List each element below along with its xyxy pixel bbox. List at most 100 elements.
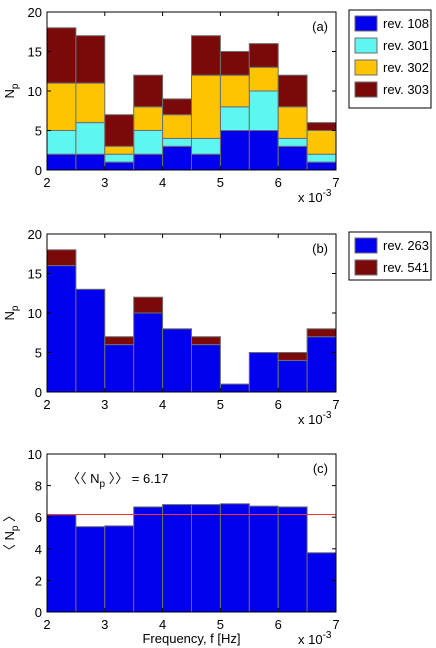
legend-swatch [354,37,378,54]
legend-swatch [354,15,378,32]
bar-1-2 [75,526,106,613]
legend-label: rev. 263 [383,238,429,253]
y-tick-label: 8 [35,479,42,494]
mean-annotation: 〈〈 Np 〉〉 = 6.17 [67,471,168,490]
bar-4-10 [306,122,337,131]
bar-4-6 [191,35,221,76]
y-axis-label: Np [2,305,21,320]
y-tick-label: 15 [28,45,42,60]
x-tick-label: 6 [275,617,282,632]
bar-4-2 [75,35,106,84]
bar-1-5 [162,328,193,393]
bar-3-8 [248,66,279,92]
bar-1-8 [248,352,279,393]
bar-1-2 [75,288,106,393]
x-scale-note: x 10-3 [298,410,332,427]
y-tick-label: 5 [35,124,42,139]
bar-2-10 [306,328,337,338]
bar-4-3 [104,114,135,147]
y-tick-label: 10 [28,84,42,99]
legend-label: rev. 108 [383,16,429,31]
bar-1-4 [133,506,164,613]
bar-2-9 [277,352,308,361]
legend-swatch [354,237,378,254]
x-tick-label: 3 [101,175,108,190]
y-tick-label: 0 [35,163,42,178]
x-tick-label: 7 [332,617,339,632]
y-tick-label: 10 [28,306,42,321]
legend-swatch [354,259,378,276]
legend-label: rev. 302 [383,60,429,75]
bar-1-4 [133,312,164,393]
y-tick-label: 0 [35,385,42,400]
bar-4-7 [219,51,250,76]
x-tick-label: 6 [275,175,282,190]
bar-1-2 [75,153,106,171]
bar-2-4 [133,296,164,314]
chart-panel-1: 0 5 10 15 20 2 3 4 5 6 7x 10-3 Np (a) rev. 108 rev. 30… [2,5,432,205]
bar-1-9 [277,359,308,393]
x-tick-label: 5 [217,175,224,190]
x-tick-label: 7 [332,175,339,190]
bar-4-4 [133,74,164,108]
bar-1-10 [306,336,337,393]
bar-1-6 [191,153,221,171]
legend-swatch [354,81,378,98]
bar-4-8 [248,43,279,68]
legend-label: rev. 303 [383,82,429,97]
bar-1-7 [219,503,250,613]
bar-1-8 [248,505,279,613]
bar-3-2 [75,82,106,124]
bar-1-6 [191,344,221,393]
bar-1-1 [46,153,77,171]
bar-1-3 [104,161,135,171]
bar-1-1 [46,265,77,393]
bar-2-3 [104,153,135,163]
x-tick-label: 2 [43,617,50,632]
bar-4-9 [277,74,308,108]
bar-3-9 [277,106,308,139]
bar-1-3 [104,344,135,393]
x-tick-label: 6 [275,397,282,412]
bar-1-5 [162,504,193,613]
bar-3-3 [104,145,135,155]
legend-label: rev. 541 [383,260,429,275]
bar-1-4 [133,153,164,171]
bar-1-10 [306,552,337,613]
legend-label: rev. 301 [383,38,429,53]
bar-1-5 [162,145,193,171]
y-tick-label: 15 [28,267,42,282]
x-tick-label: 2 [43,175,50,190]
bar-2-9 [277,137,308,147]
x-tick-label: 5 [217,397,224,412]
x-tick-label: 5 [217,617,224,632]
bar-1-6 [191,504,221,613]
x-tick-label: 4 [159,617,166,632]
y-tick-label: 4 [35,542,42,557]
x-tick-label: 3 [101,397,108,412]
bar-3-7 [219,74,250,108]
y-tick-label: 20 [28,227,42,242]
legend-swatch [354,59,378,76]
y-tick-label: 6 [35,510,42,525]
bar-1-7 [219,130,250,171]
y-tick-label: 10 [28,447,42,462]
y-axis-label: 〈 Np 〉 [2,509,21,557]
bar-2-10 [306,153,337,163]
x-tick-label: 2 [43,397,50,412]
panel-label: (c) [313,461,328,476]
bar-1-3 [104,525,135,613]
bar-2-4 [133,130,164,155]
bar-4-1 [46,27,77,84]
x-axis-label: Frequency, f [Hz] [142,631,240,646]
bar-2-1 [46,249,77,267]
y-tick-label: 20 [28,5,42,20]
bar-3-1 [46,82,77,131]
bar-2-1 [46,130,77,155]
bar-1-9 [277,145,308,171]
bar-2-8 [248,90,279,131]
bar-3-10 [306,130,337,155]
x-tick-label: 4 [159,175,166,190]
